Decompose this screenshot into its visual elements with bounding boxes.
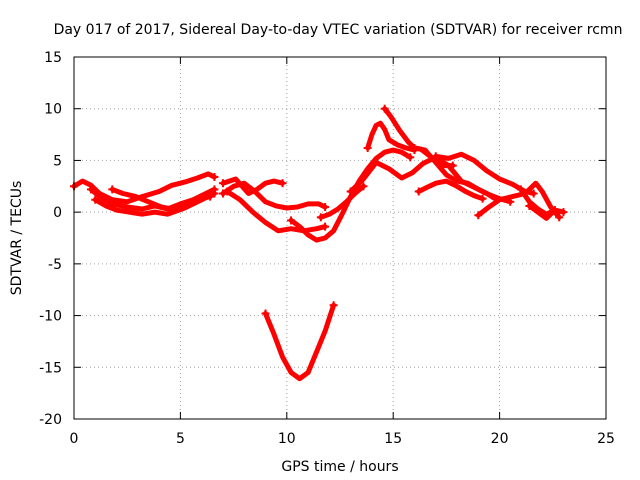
plot-frame [73, 56, 607, 420]
x-axis-label: GPS time / hours [281, 459, 398, 475]
chart-title: Day 017 of 2017, Sidereal Day-to-day VTE… [54, 22, 623, 38]
series-arc-10 [263, 302, 337, 382]
x-tick-label: 25 [597, 431, 615, 447]
x-tick-label: 5 [176, 431, 185, 447]
x-tick-label: 10 [278, 431, 296, 447]
y-tick-label: 0 [53, 205, 62, 221]
y-tick-label: -10 [39, 309, 62, 325]
series-arc-13 [348, 154, 498, 202]
series-arc-3 [92, 191, 217, 217]
y-tick-label: 15 [44, 50, 62, 66]
y-tick-label: -20 [39, 412, 62, 428]
series-arc-5 [220, 180, 328, 211]
series-arc-15 [416, 178, 486, 202]
x-tick-label: 0 [70, 431, 79, 447]
series-arc-14 [412, 145, 513, 205]
x-tick-label: 20 [491, 431, 509, 447]
series-arc-11 [365, 120, 417, 153]
y-axis-label: SDTVAR / TECUs [9, 181, 25, 296]
axis-ticks: 0 5 10 15 20 25 -20 -15 -10 -5 0 5 10 15 [39, 50, 615, 447]
series-arc-19 [526, 203, 558, 221]
y-tick-label: -15 [39, 360, 62, 376]
x-tick-label: 15 [384, 431, 402, 447]
series-arc-4 [109, 186, 213, 212]
y-tick-label: 5 [53, 153, 62, 169]
y-tick-label: -5 [48, 257, 62, 273]
series-arc-6 [220, 176, 285, 196]
grid-lines [74, 57, 606, 419]
data-series [70, 104, 568, 382]
series-arc-9 [318, 183, 366, 220]
y-tick-label: 10 [44, 102, 62, 118]
series-arc-7 [224, 189, 328, 234]
